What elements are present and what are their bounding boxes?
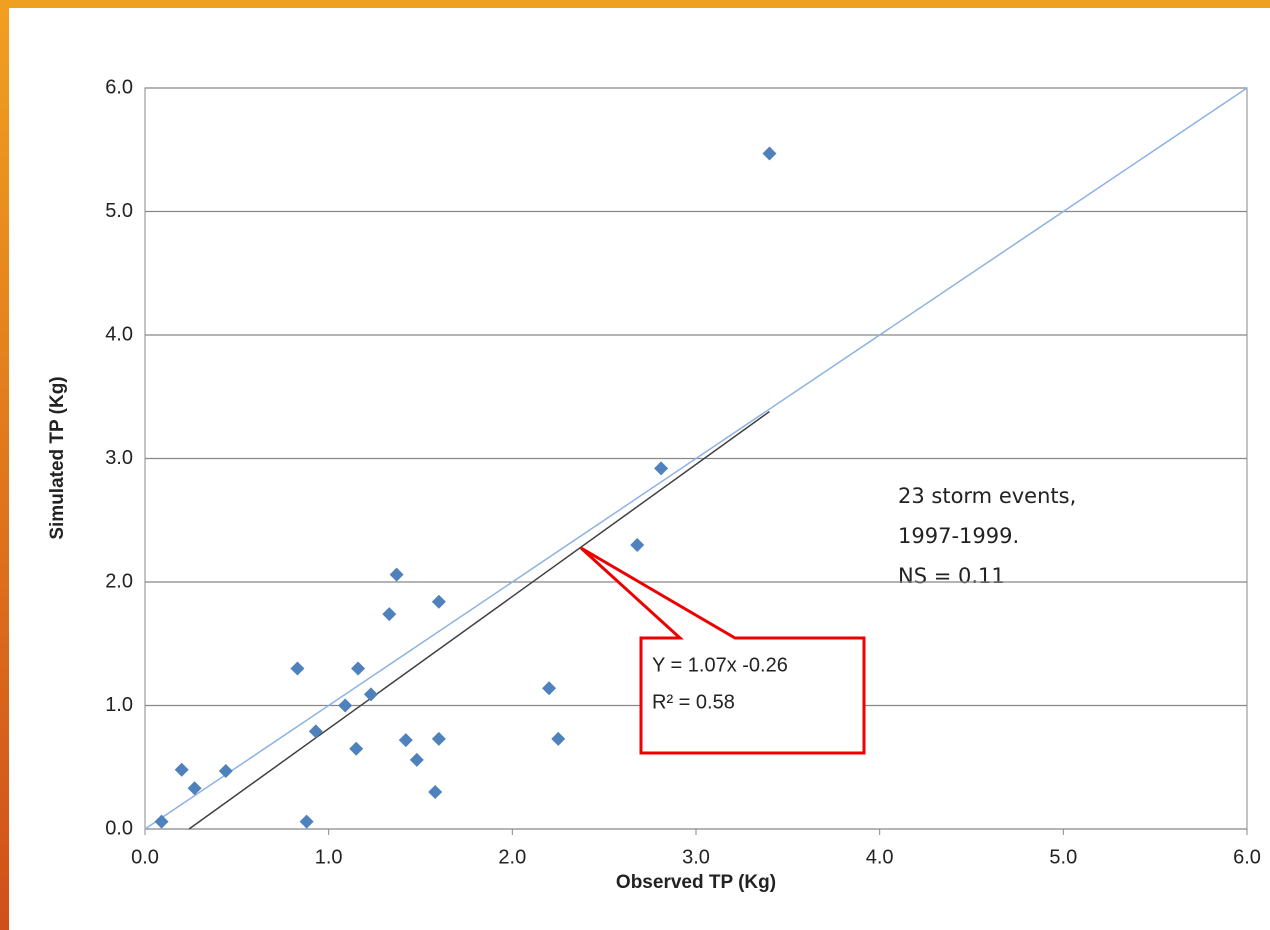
data-point [351, 661, 366, 676]
callout-box [579, 546, 866, 755]
y-tick-label: 2.0 [105, 570, 133, 592]
data-point [187, 781, 202, 796]
identity-line [144, 87, 1248, 830]
annotation: 1997-1999. [898, 524, 1019, 548]
data-point [299, 814, 314, 829]
data-point [409, 752, 424, 767]
data-point [762, 146, 777, 161]
data-point [349, 741, 364, 756]
trend-line [188, 410, 770, 830]
data-point [218, 763, 233, 778]
data-point [389, 567, 404, 582]
frame-left [0, 0, 9, 930]
data-point [308, 724, 323, 739]
x-tick-label: 6.0 [1233, 846, 1261, 868]
x-tick-label: 5.0 [1049, 846, 1077, 868]
y-tick-label: 5.0 [105, 200, 133, 222]
data-point [398, 733, 413, 748]
data-point [363, 687, 378, 702]
x-tick-label: 0.0 [131, 846, 159, 868]
data-point [431, 731, 446, 746]
data-point [290, 661, 305, 676]
data-point [154, 814, 169, 829]
x-tick-label: 2.0 [498, 846, 526, 868]
data-point [382, 607, 397, 622]
y-tick-label: 6.0 [105, 76, 133, 98]
y-axis-label: Simulated TP (Kg) [47, 376, 68, 539]
y-tick-label: 4.0 [105, 323, 133, 345]
x-tick-label: 3.0 [682, 846, 710, 868]
annotation: NS = 0.11 [898, 564, 1005, 588]
data-point [338, 698, 353, 713]
data-point [630, 537, 645, 552]
data-point [551, 731, 566, 746]
frame-top [0, 0, 1270, 8]
x-axis-label: Observed TP (Kg) [616, 872, 776, 893]
x-tick-label: 1.0 [315, 846, 343, 868]
x-tick-label: 4.0 [866, 846, 894, 868]
callout-text: Y = 1.07x -0.26 [652, 654, 788, 676]
y-tick-label: 0.0 [105, 817, 133, 839]
annotation: 23 storm events, [898, 484, 1076, 508]
callout-text: R² = 0.58 [652, 691, 735, 713]
data-point [431, 594, 446, 609]
y-tick-label: 3.0 [105, 447, 133, 469]
data-point [542, 681, 557, 696]
data-point [174, 762, 189, 777]
y-tick-label: 1.0 [105, 694, 133, 716]
data-point [654, 461, 669, 476]
data-point [428, 784, 443, 799]
